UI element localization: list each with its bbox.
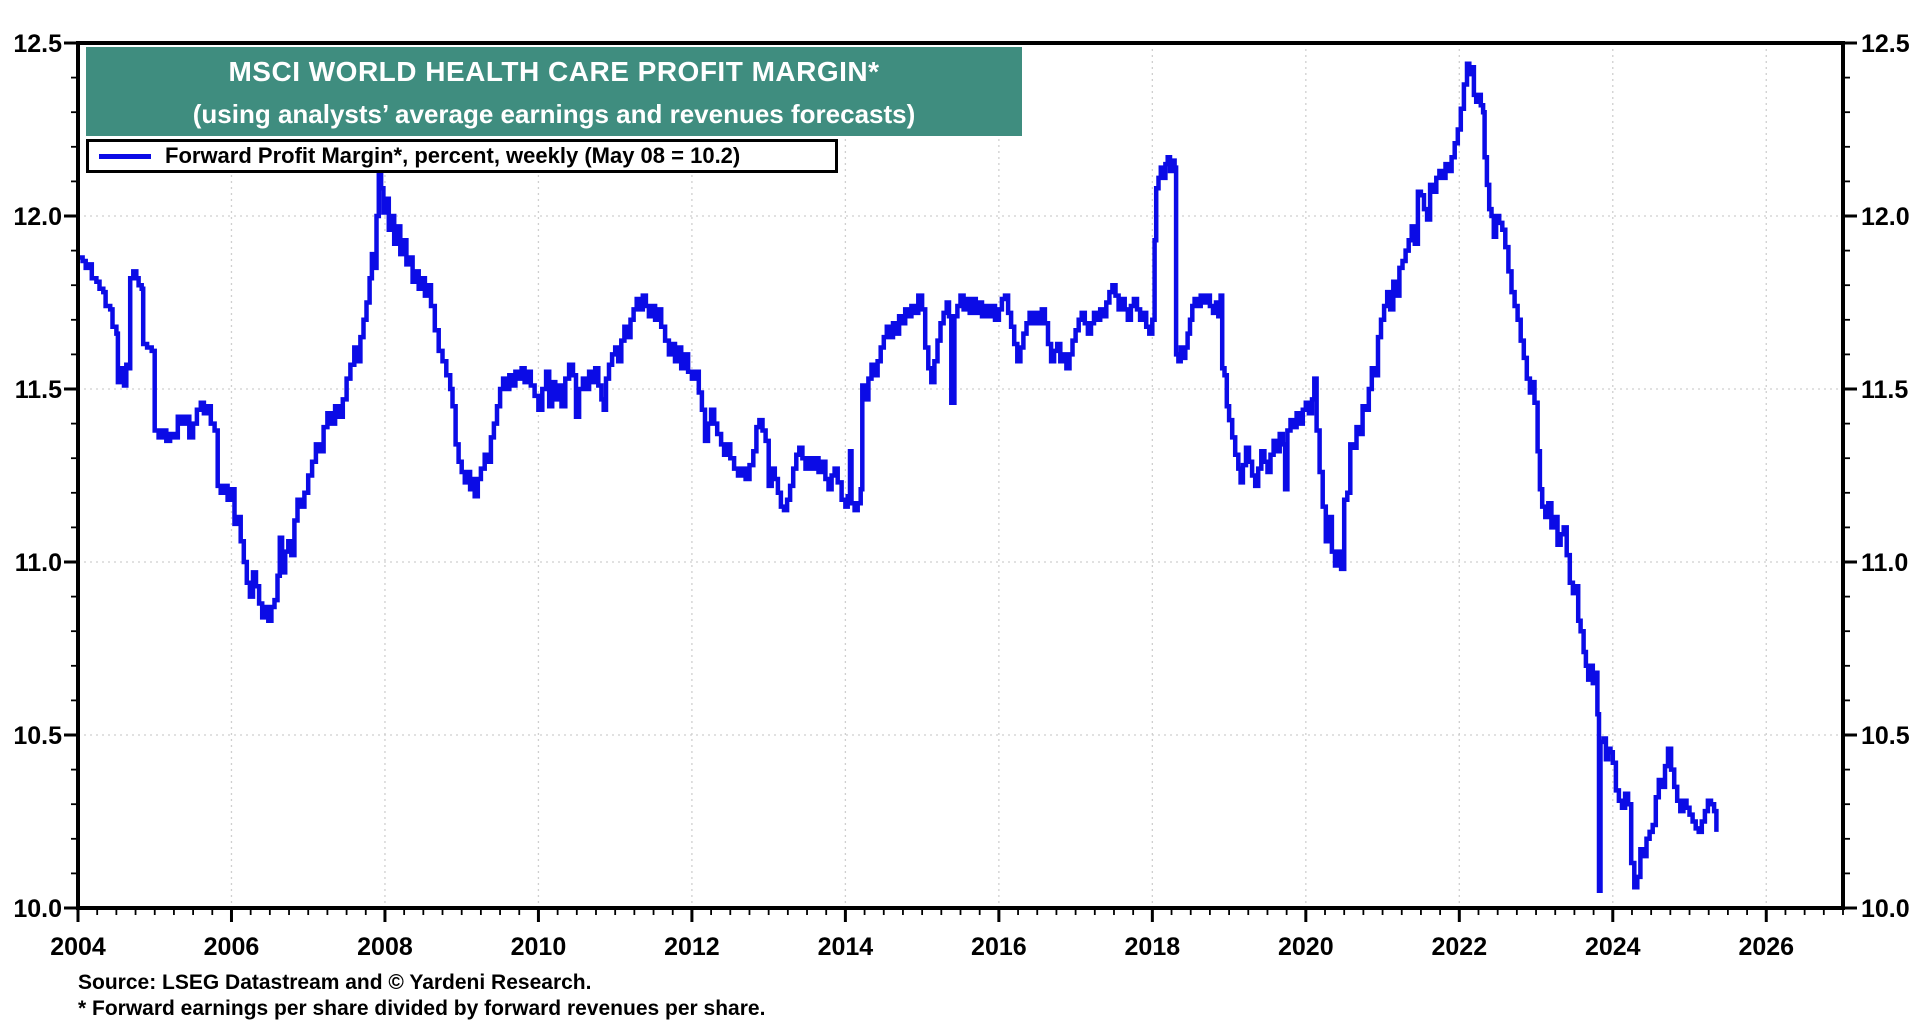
svg-text:2020: 2020 <box>1278 933 1334 961</box>
svg-text:10.5: 10.5 <box>1861 722 1910 750</box>
gridlines <box>78 43 1843 908</box>
svg-text:2012: 2012 <box>664 933 720 961</box>
axis-tick-labels: 2004 2006 2008 2010 2012 2014 2016 2018 2020 2022… <box>13 30 1909 961</box>
svg-text:2026: 2026 <box>1738 933 1794 961</box>
svg-text:11.5: 11.5 <box>15 376 62 404</box>
svg-text:12.0: 12.0 <box>1861 203 1910 231</box>
svg-text:2016: 2016 <box>971 933 1027 961</box>
legend-label: Forward Profit Margin*, percent, weekly … <box>165 143 741 168</box>
footer: Source: LSEG Datastream and © Yardeni Re… <box>78 970 765 1020</box>
svg-text:2024: 2024 <box>1585 933 1641 961</box>
chart-title: MSCI WORLD HEALTH CARE PROFIT MARGIN* <box>228 55 880 87</box>
legend-line-swatch-icon <box>99 153 151 159</box>
svg-text:10.5: 10.5 <box>13 722 62 750</box>
chart-subtitle: (using analysts’ average earnings and re… <box>192 98 916 129</box>
svg-text:2006: 2006 <box>204 933 260 961</box>
svg-text:12.5: 12.5 <box>13 30 62 58</box>
svg-text:2010: 2010 <box>511 933 567 961</box>
svg-text:11.5: 11.5 <box>1861 376 1908 404</box>
title-banner: MSCI WORLD HEALTH CARE PROFIT MARGIN* (u… <box>86 47 1022 136</box>
axis-ticks <box>64 41 1857 922</box>
svg-text:2018: 2018 <box>1125 933 1181 961</box>
legend: Forward Profit Margin*, percent, weekly … <box>86 139 838 173</box>
svg-text:11.0: 11.0 <box>1861 549 1908 577</box>
svg-text:2008: 2008 <box>357 933 413 961</box>
svg-text:2014: 2014 <box>818 933 874 961</box>
source-note: Source: LSEG Datastream and © Yardeni Re… <box>78 971 592 994</box>
svg-text:10.0: 10.0 <box>1861 895 1910 923</box>
footnote: * Forward earnings per share divided by … <box>78 997 766 1020</box>
svg-text:2004: 2004 <box>50 933 106 961</box>
svg-text:10.0: 10.0 <box>13 895 62 923</box>
svg-text:2022: 2022 <box>1431 933 1487 961</box>
svg-text:12.0: 12.0 <box>13 203 62 231</box>
svg-text:12.5: 12.5 <box>1861 30 1910 58</box>
data-series-line <box>78 61 1719 893</box>
svg-text:11.0: 11.0 <box>15 549 62 577</box>
